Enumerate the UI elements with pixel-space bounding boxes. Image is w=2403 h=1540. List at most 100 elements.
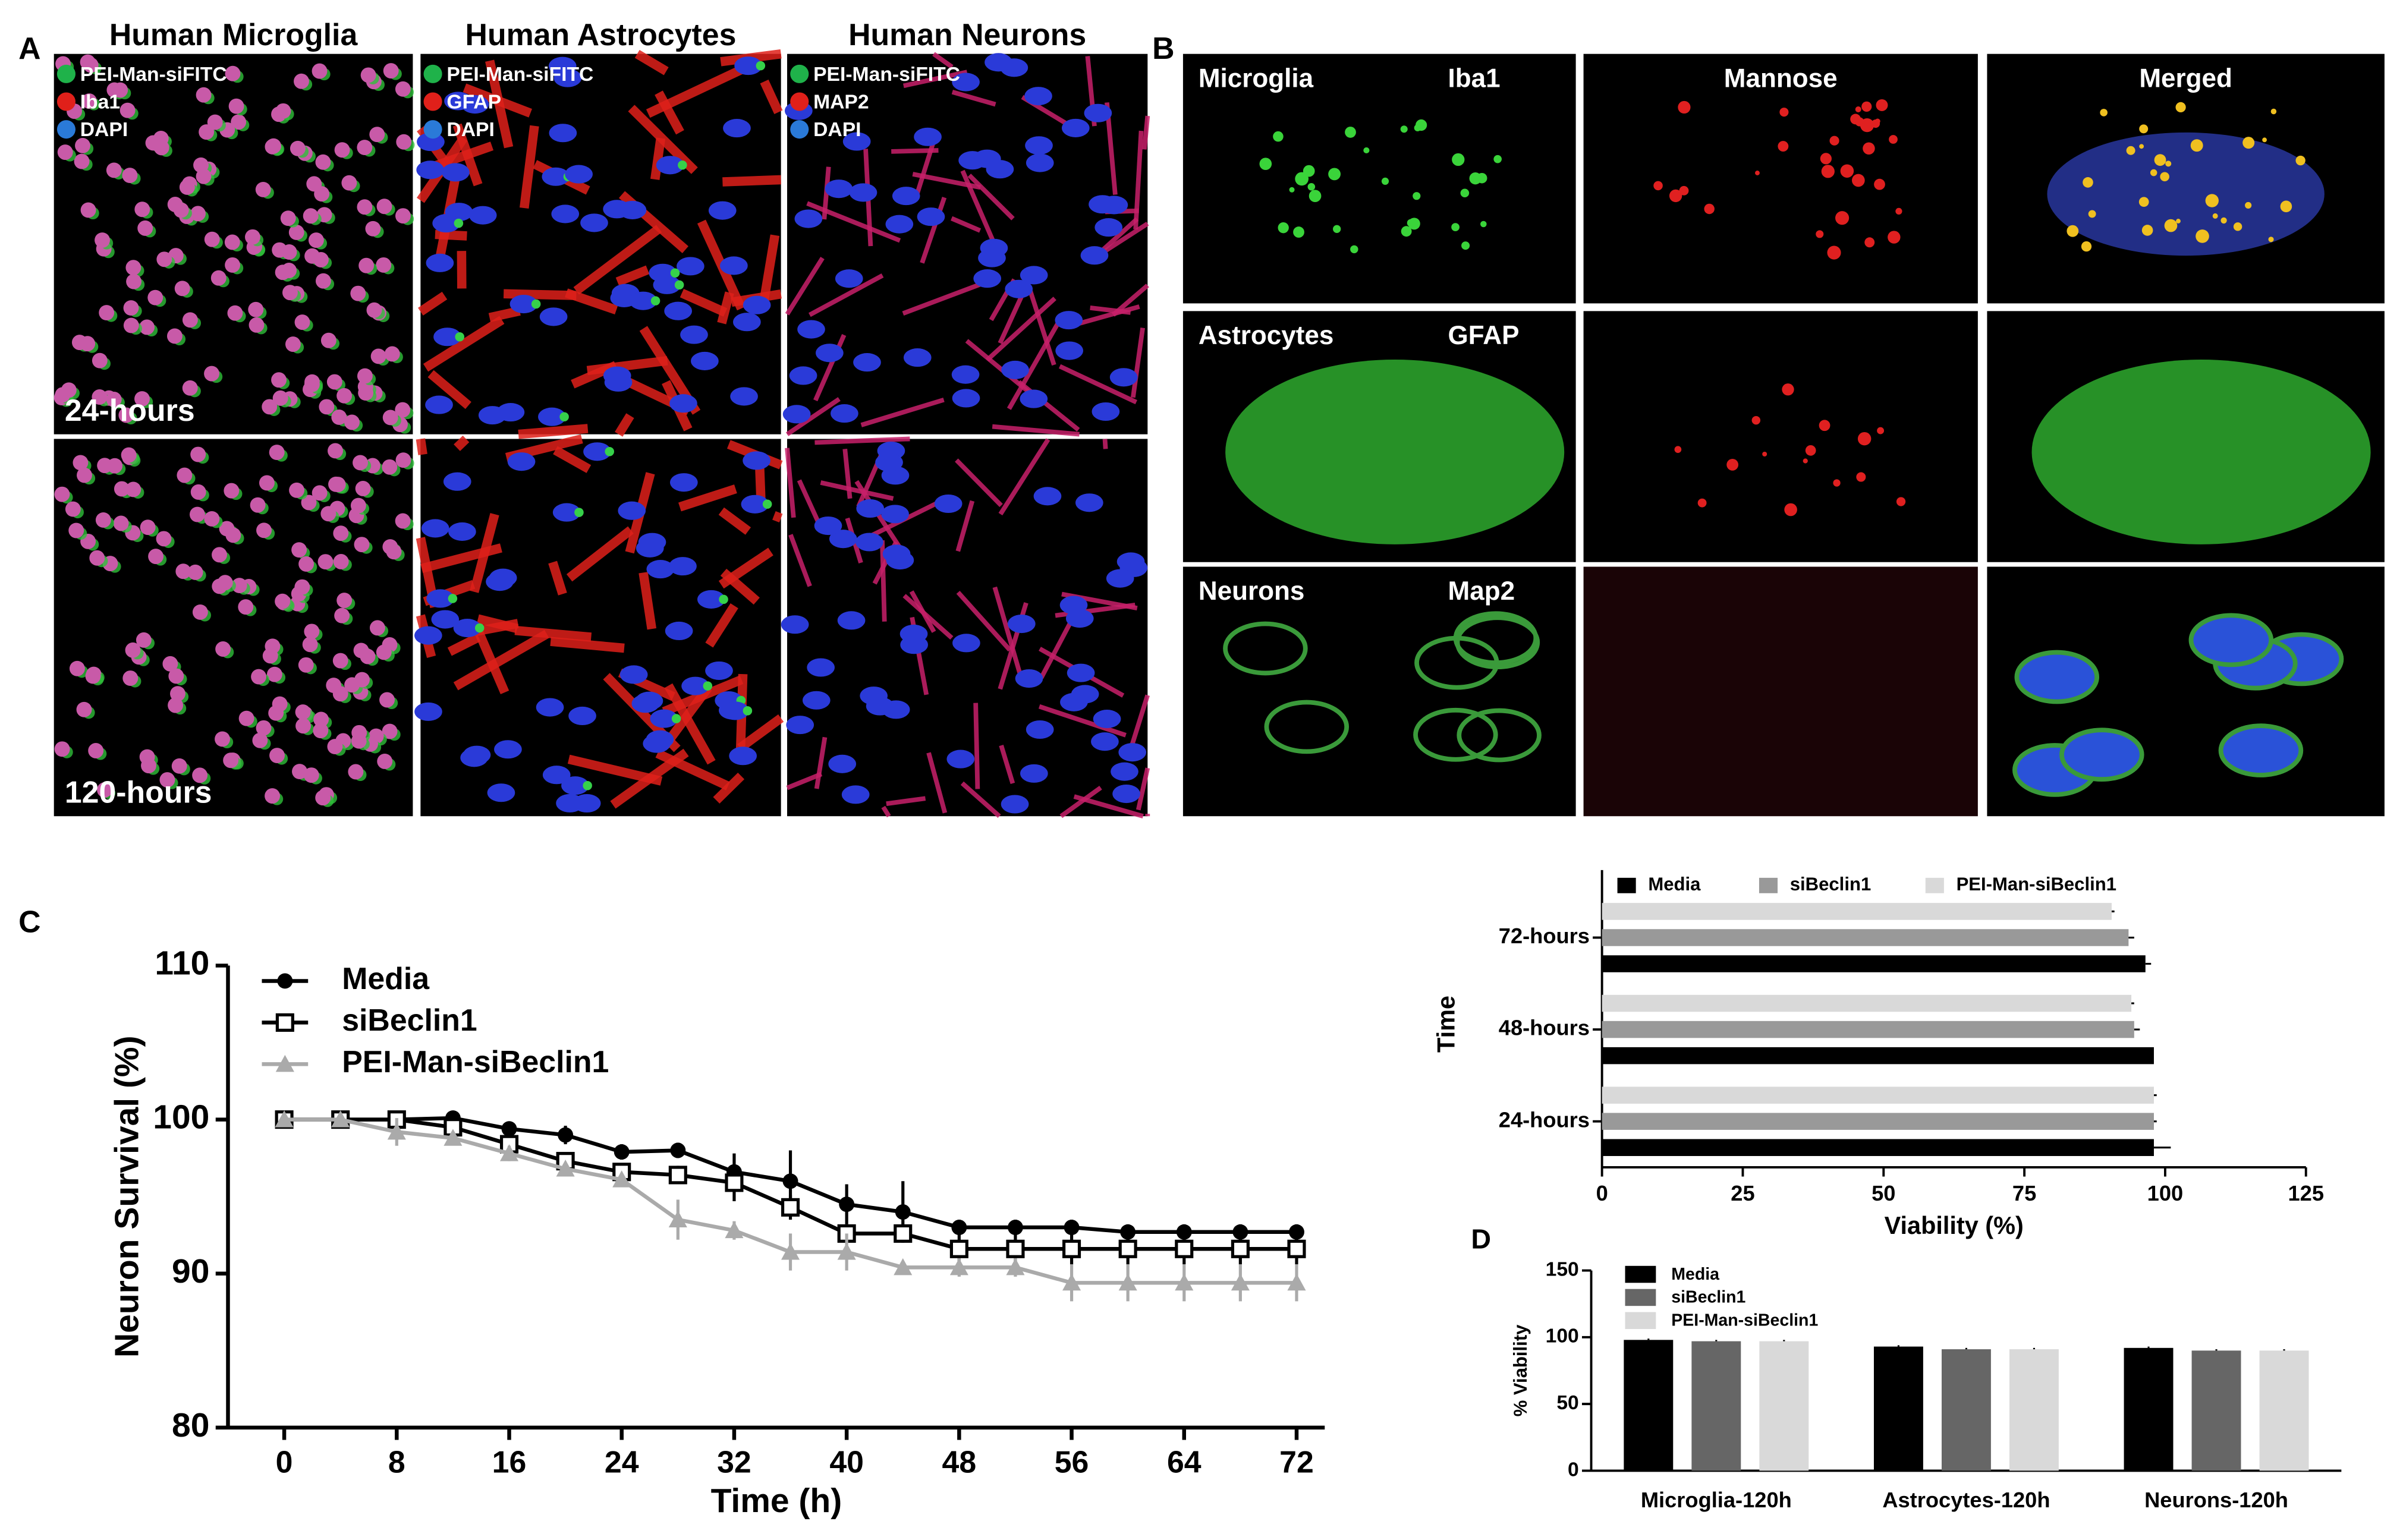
nucleus [580, 213, 608, 232]
cell-process [973, 703, 980, 789]
vesicle [2196, 229, 2209, 243]
nucleus [238, 599, 254, 615]
legend-marker [277, 973, 293, 989]
cell-signal [574, 508, 584, 517]
vesicle [2220, 217, 2227, 224]
point [1062, 1239, 1081, 1258]
cell-process [628, 105, 698, 174]
vesicle [1876, 99, 1888, 111]
vesicle [1669, 189, 1682, 203]
cell-process [880, 540, 887, 622]
y-tick-label: 100 [153, 1098, 209, 1136]
cell-process [785, 397, 841, 436]
nucleus [61, 382, 77, 398]
y-axis-label: Neuron Survival (%) [108, 1035, 146, 1358]
point [1287, 1239, 1306, 1258]
nucleus [69, 660, 85, 676]
nucleus [354, 537, 370, 553]
nucleus [650, 709, 678, 728]
vesicle [1259, 158, 1272, 171]
cell-process [1072, 304, 1140, 327]
nucleus [92, 352, 108, 369]
nucleus [886, 551, 914, 570]
legend-label: MAP2 [813, 91, 869, 113]
nucleus [828, 754, 857, 773]
vesicle [1307, 182, 1316, 191]
nucleus [382, 410, 398, 426]
x-axis-label: Time (h) [711, 1482, 842, 1520]
nucleus [294, 314, 310, 330]
legend-marker [275, 1013, 294, 1032]
x-tick-label: 0 [276, 1445, 293, 1479]
nucleus [382, 459, 398, 475]
cell-signal [756, 61, 766, 71]
cell-process [806, 201, 901, 243]
cell-body [1223, 621, 1308, 676]
nucleus [376, 257, 392, 273]
nucleus [814, 516, 842, 536]
vesicle [1401, 226, 1412, 237]
bar [1602, 994, 2132, 1012]
legend-label: PEI-Man-siBeclin1 [1957, 874, 2116, 895]
vesicle [1784, 503, 1797, 517]
cell-process [655, 749, 730, 791]
y-tick-label: 72-hours [1499, 924, 1590, 948]
y-tick-label: 0 [1568, 1459, 1579, 1481]
nucleus [360, 648, 376, 665]
cell-process [1090, 306, 1131, 315]
nucleus [73, 455, 89, 471]
cell-body [1413, 707, 1498, 762]
vesicle [1851, 174, 1865, 187]
nucleus [376, 199, 392, 215]
point [782, 1173, 798, 1189]
vesicle [1408, 218, 1420, 230]
nucleus [681, 676, 709, 695]
nucleus [125, 260, 141, 276]
nucleus [174, 281, 190, 297]
nucleus [973, 269, 1002, 288]
cell-body [2059, 728, 2144, 782]
point [1064, 1220, 1080, 1235]
nucleus [295, 718, 311, 734]
nucleus [1075, 493, 1103, 512]
vesicle [1889, 135, 1898, 144]
cell-process [453, 629, 549, 691]
vesicle [2190, 139, 2203, 152]
nucleus [382, 723, 398, 739]
vesicle [2233, 222, 2242, 231]
legend-label: PEI-Man-siFITC [813, 64, 960, 86]
nucleus [336, 593, 353, 609]
nucleus [156, 531, 172, 547]
nucleus [224, 483, 240, 499]
nucleus [156, 251, 172, 267]
vesicle [2295, 155, 2306, 166]
point [668, 1210, 687, 1228]
point [501, 1121, 517, 1137]
nucleus [444, 92, 472, 111]
nucleus [1112, 784, 1140, 804]
vesicle [1850, 114, 1861, 125]
nucleus [251, 669, 267, 685]
bar [1873, 1346, 1923, 1471]
cell-process [1136, 767, 1150, 811]
nucleus [807, 658, 835, 677]
nucleus [312, 485, 328, 501]
nucleus [1005, 279, 1033, 298]
x-tick-label: 25 [1731, 1181, 1754, 1205]
cell-process [519, 125, 539, 209]
x-tick-label: 48 [942, 1445, 977, 1479]
cell-process [956, 590, 1012, 652]
legend-marker [275, 1054, 294, 1072]
cell-process [718, 507, 751, 535]
legend-dot [423, 64, 442, 83]
nucleus [395, 402, 411, 418]
cell-process [1142, 115, 1150, 150]
vesicle [1653, 181, 1663, 191]
cell-process [998, 438, 1050, 516]
nucleus [649, 263, 677, 282]
cell-process [932, 52, 954, 69]
point [1231, 1239, 1250, 1258]
nucleus [743, 451, 770, 470]
nucleus [89, 550, 105, 566]
nucleus [123, 300, 139, 316]
